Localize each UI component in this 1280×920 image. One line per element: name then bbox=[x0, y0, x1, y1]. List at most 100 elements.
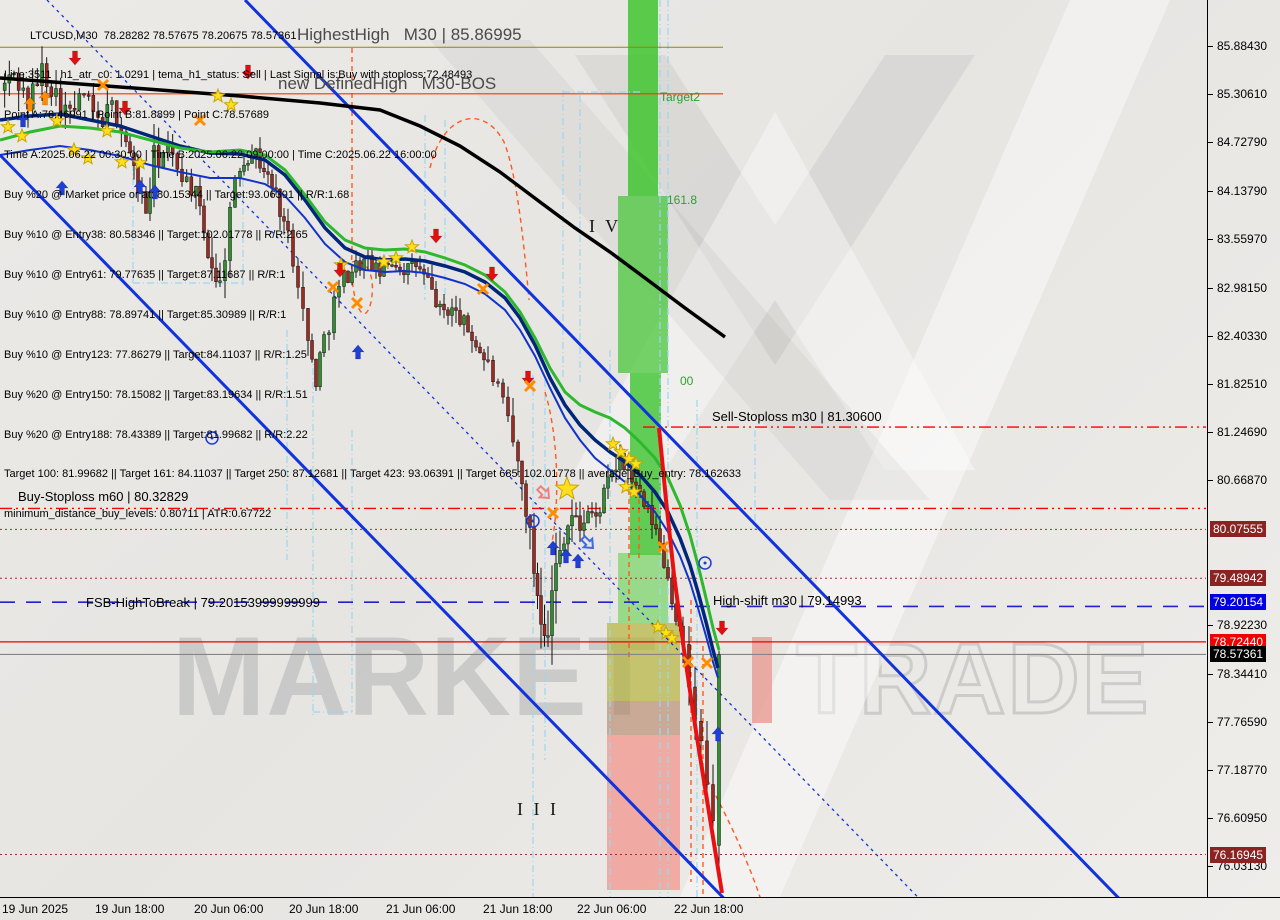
price-tick-mark bbox=[1208, 673, 1213, 675]
star-signal-icon bbox=[65, 141, 83, 157]
x-cross-icon bbox=[656, 540, 670, 554]
price-tick-label: 77.18770 bbox=[1217, 762, 1268, 777]
high-shift-label: High-shift m30 | 79.14993 bbox=[713, 593, 862, 608]
price-badge: 78.57361 bbox=[1210, 646, 1267, 663]
watermark-text-trade: TRADE bbox=[794, 622, 1151, 737]
up-arrow-icon bbox=[38, 90, 52, 106]
background-watermark-shapes bbox=[430, 0, 1170, 897]
star-signal-icon bbox=[113, 153, 131, 169]
black-htf-line bbox=[0, 76, 727, 339]
up-arrow-icon bbox=[546, 540, 560, 556]
price-badge: 78.72440 bbox=[1210, 633, 1267, 650]
down-arrow-icon bbox=[535, 484, 551, 500]
price-tick-mark bbox=[1208, 239, 1213, 241]
time-tick-label: 22 Jun 18:00 bbox=[674, 902, 744, 916]
x-cross-icon bbox=[700, 656, 714, 670]
star-signal-icon bbox=[13, 127, 31, 143]
watermark-text-market: MARKET bbox=[172, 614, 658, 739]
info-line: Target 100: 81.99682 || Target 161: 84.1… bbox=[4, 468, 742, 481]
down-arrow-icon bbox=[579, 534, 595, 550]
up-arrow-icon bbox=[23, 96, 37, 112]
up-arrow-icon bbox=[559, 548, 573, 564]
price-tick-label: 81.82510 bbox=[1217, 376, 1268, 391]
time-tick-label: 21 Jun 18:00 bbox=[483, 902, 553, 916]
red-steep-line bbox=[657, 427, 724, 894]
price-tick-mark bbox=[1208, 287, 1213, 289]
info-line: Buy %20 @ Entry188: 78.43389 || Target:8… bbox=[4, 428, 308, 441]
time-axis[interactable]: 19 Jun 2025 19 Jun 18:00 20 Jun 06:00 20 Ju… bbox=[0, 897, 1280, 920]
price-tick-label: 76.03130 bbox=[1217, 859, 1268, 873]
price-tick-mark bbox=[1208, 769, 1213, 771]
star-signal-icon bbox=[222, 96, 240, 112]
price-tick-mark bbox=[1208, 431, 1213, 433]
star-signal-icon bbox=[79, 149, 97, 165]
price-tick-mark bbox=[1208, 383, 1213, 385]
price-tick-mark bbox=[1208, 866, 1213, 867]
up-arrow-icon bbox=[711, 726, 725, 742]
time-tick-label: 20 Jun 06:00 bbox=[194, 902, 264, 916]
price-badge: 80.07555 bbox=[1210, 521, 1267, 538]
time-tick-label: 19 Jun 2025 bbox=[2, 902, 69, 916]
star-signal-icon bbox=[617, 478, 635, 494]
circle-signal-icon bbox=[526, 514, 540, 528]
target2-label: Target2 bbox=[660, 90, 701, 104]
time-tick-label: 22 Jun 06:00 bbox=[577, 902, 647, 916]
down-arrow-icon bbox=[68, 50, 82, 66]
star-signal-icon bbox=[612, 443, 630, 459]
star-signal-icon bbox=[649, 618, 667, 634]
highest-high-label: HighestHigh M30 | 85.86995 bbox=[297, 25, 522, 44]
info-line: Point A:78.46991 | Point B:81.8899 | Poi… bbox=[4, 109, 270, 122]
star-signal-icon bbox=[387, 249, 405, 265]
time-tick-label: 19 Jun 18:00 bbox=[95, 902, 165, 916]
star-signal-icon bbox=[375, 253, 393, 269]
star-signal-icon bbox=[554, 475, 580, 500]
buy-stoploss-label: Buy-Stoploss m60 | 80.32829 bbox=[18, 489, 189, 504]
price-tick-label: 83.55970 bbox=[1217, 232, 1268, 247]
price-tick-label: 80.66870 bbox=[1217, 473, 1268, 488]
star-signal-icon bbox=[403, 238, 421, 254]
star-signal-icon bbox=[625, 483, 643, 499]
price-tick-mark bbox=[1208, 191, 1213, 193]
price-tick-label: 82.40330 bbox=[1217, 328, 1268, 343]
info-line: Buy %20 @ Market price or at: 80.15344 |… bbox=[4, 189, 350, 202]
price-tick-label: 82.98150 bbox=[1217, 280, 1268, 295]
info-line: minimum_distance_buy_levels: 0.80711 | A… bbox=[4, 508, 272, 521]
down-arrow-icon bbox=[333, 262, 347, 278]
star-signal-icon bbox=[627, 455, 645, 471]
fib-00-label: 00 bbox=[680, 374, 694, 388]
wave-iv-label: I V bbox=[589, 216, 622, 236]
up-arrow-icon bbox=[55, 180, 69, 196]
time-tick-label: 21 Jun 06:00 bbox=[386, 902, 456, 916]
x-cross-icon bbox=[681, 655, 695, 669]
x-cross-icon bbox=[193, 113, 207, 127]
down-arrow-icon bbox=[429, 228, 443, 244]
info-line: Buy %10 @ Entry38: 80.58346 || Target:10… bbox=[4, 229, 308, 242]
circle-signal-icon bbox=[205, 431, 219, 445]
chart-canvas[interactable] bbox=[0, 0, 1207, 897]
x-cross-icon bbox=[350, 296, 364, 310]
price-axis[interactable]: 85.88430 85.30610 84.72790 84.13790 83.55970… bbox=[1207, 0, 1280, 897]
x-cross-icon bbox=[546, 506, 560, 520]
trend-lines bbox=[0, 0, 1120, 897]
price-tick-mark bbox=[1208, 46, 1213, 47]
price-tick-label: 84.13790 bbox=[1217, 184, 1268, 199]
price-badge: 76.16945 bbox=[1210, 846, 1267, 863]
star-signal-icon bbox=[98, 122, 116, 138]
up-arrow-icon bbox=[16, 112, 30, 128]
price-tick-label: 78.92230 bbox=[1217, 618, 1268, 633]
info-line: Buy %10 @ Entry88: 78.89741 || Target:85… bbox=[4, 308, 287, 321]
x-cross-icon bbox=[326, 280, 340, 294]
price-level-lines bbox=[0, 46, 1206, 856]
fib-161-label: 161.8 bbox=[667, 193, 698, 207]
star-signal-icon bbox=[604, 435, 622, 451]
info-line: Buy %10 @ Entry61: 79.77635 || Target:87… bbox=[4, 268, 286, 281]
star-signal-icon bbox=[663, 629, 681, 645]
down-arrow-icon bbox=[715, 620, 729, 636]
signal-markers bbox=[0, 50, 729, 742]
up-arrow-icon bbox=[351, 344, 365, 360]
price-tick-mark bbox=[1208, 94, 1213, 96]
down-arrow-icon bbox=[241, 64, 255, 80]
quote-line: LTCUSD,M30 78.28282 78.57675 78.20675 78… bbox=[30, 29, 297, 42]
price-tick-mark bbox=[1208, 625, 1213, 627]
